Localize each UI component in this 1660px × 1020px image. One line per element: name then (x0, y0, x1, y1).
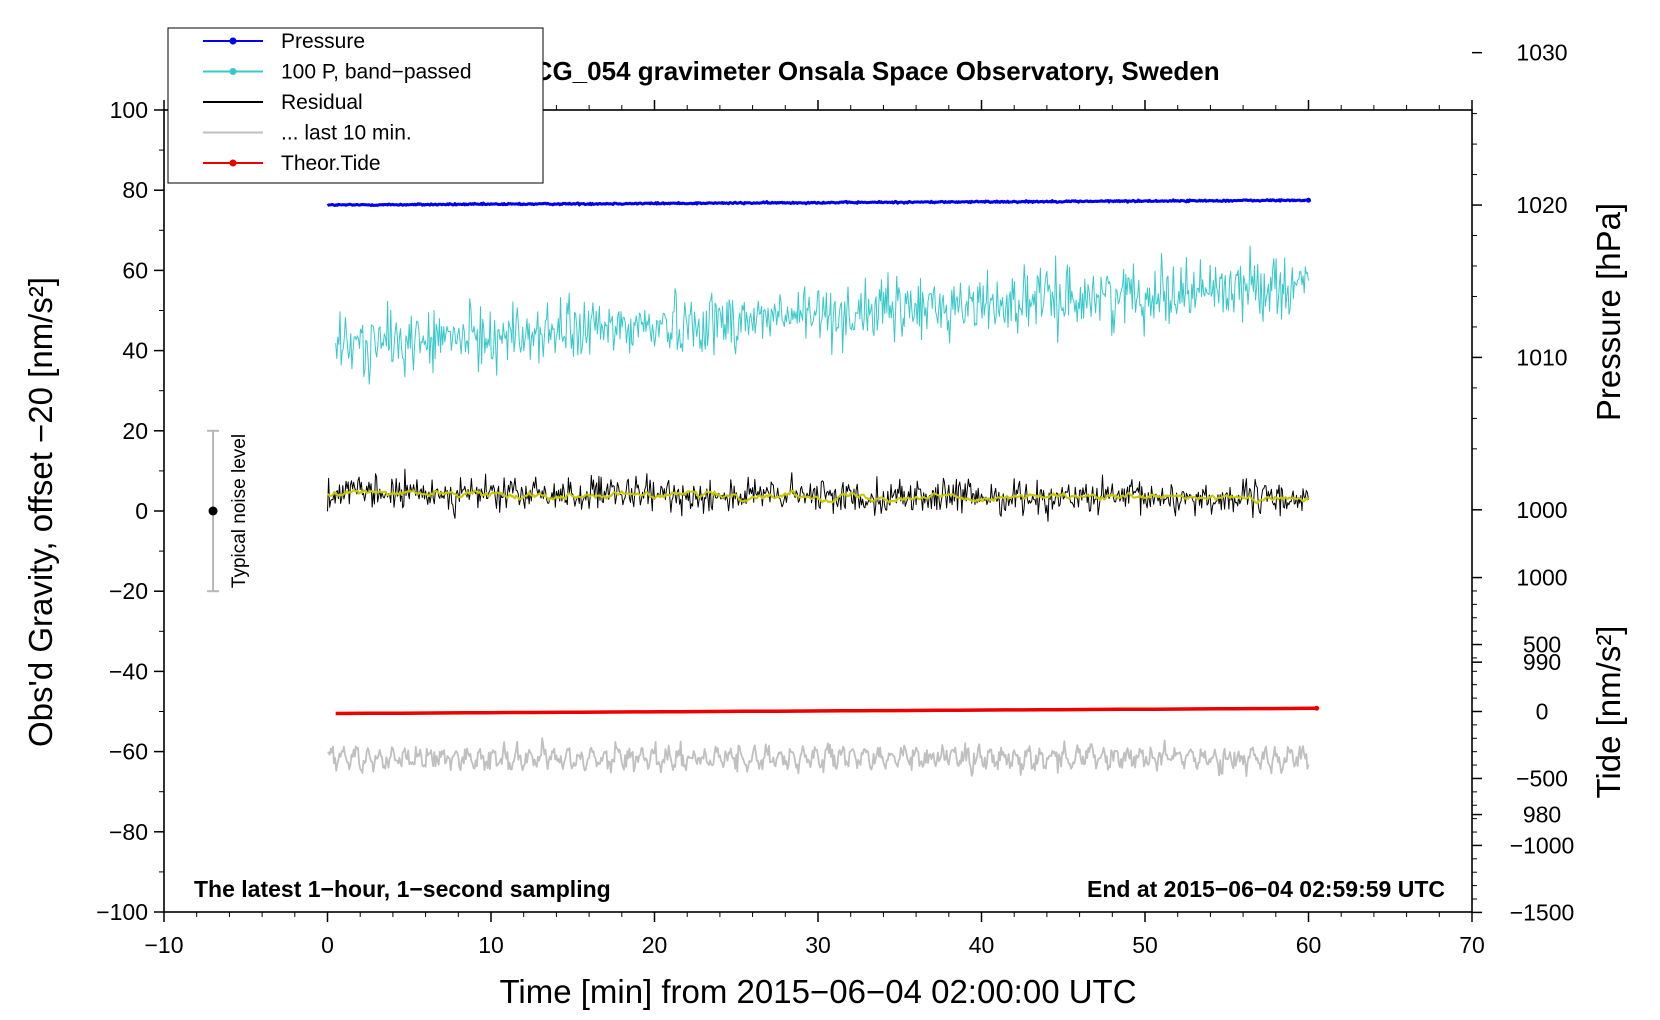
pressure-tick-label: 980 (1523, 802, 1561, 828)
legend-label: Theor.Tide (281, 152, 381, 175)
annotation-left: The latest 1−hour, 1−second sampling (194, 876, 611, 902)
tide-tick-label: −500 (1516, 765, 1568, 791)
x-tick-label: 30 (805, 932, 831, 958)
x-tick-label: 70 (1459, 932, 1485, 958)
x-tick-label: 0 (321, 932, 334, 958)
x-tick-label: −10 (144, 932, 183, 958)
series-end-marker-pressure (1306, 197, 1311, 203)
y-tick-label: −100 (96, 899, 148, 925)
y-tick-label: −80 (109, 819, 148, 845)
legend-label: Residual (281, 91, 363, 114)
y-tick-label: −60 (109, 739, 148, 765)
series-line-pressure (326, 198, 1310, 207)
y-tick-label: 40 (122, 338, 148, 364)
series-line-residual-smoothed (327, 488, 1310, 505)
chart-title: SCG_054 gravimeter Onsala Space Observat… (516, 56, 1219, 86)
x-tick-label: 60 (1296, 932, 1322, 958)
y-axis-label-pressure: Pressure [hPa] (1590, 203, 1627, 421)
tide-tick-label: 500 (1523, 632, 1561, 658)
legend-label: 100 P, band−passed (281, 61, 472, 84)
x-tick-label: 50 (1132, 932, 1158, 958)
legend-swatch-marker (229, 159, 237, 167)
series-line-last-10-min (327, 737, 1310, 777)
x-axis-label: Time [min] from 2015−06−04 02:00:00 UTC (499, 973, 1136, 1010)
tide-tick-label: −1500 (1510, 899, 1575, 925)
series-layer (326, 197, 1320, 777)
pressure-tick-label: 1020 (1516, 192, 1567, 218)
y-tick-label: 60 (122, 257, 148, 283)
y-tick-label: 20 (122, 418, 148, 444)
pressure-tick-label: 1030 (1516, 40, 1567, 66)
noise-bar-label: Typical noise level (229, 434, 250, 588)
legend-label: Pressure (281, 30, 365, 53)
pressure-tick-label: 1010 (1516, 344, 1567, 370)
y-tick-label: 0 (135, 498, 148, 524)
legend-swatch-marker (229, 68, 237, 75)
noise-bar-center-dot (208, 506, 218, 516)
tide-tick-label: 1000 (1516, 565, 1567, 591)
y-tick-label: −40 (109, 658, 148, 684)
y-tick-label: 80 (122, 177, 148, 203)
y-tick-label: 100 (110, 97, 148, 123)
pressure-tick-label: 990 (1523, 649, 1561, 675)
series-line-residual (327, 468, 1309, 522)
series-end-marker-theor-tide (1314, 705, 1320, 711)
y-axis-label-tide: Tide [nm/s²] (1590, 626, 1627, 799)
legend-swatch-marker (229, 37, 237, 45)
x-tick-label: 20 (642, 932, 668, 958)
tide-tick-label: −1000 (1510, 832, 1575, 858)
y-tick-label: −20 (109, 578, 148, 604)
legend-label: ... last 10 min. (281, 122, 412, 145)
series-line-theor-tide (335, 706, 1317, 716)
noise-level-bar: Typical noise level (207, 429, 250, 593)
pressure-tick-label: 1000 (1516, 497, 1567, 523)
legend-box (167, 27, 544, 184)
axis-layer: −10 0 10 20 30 40 50 60 70100806040200−20−40−60−… (96, 40, 1574, 958)
legend: Pressure 100 P, band−passed Residual ... la… (167, 27, 544, 184)
series-line-100-p-band-passed (335, 245, 1309, 385)
x-tick-label: 40 (969, 932, 995, 958)
annotation-right: End at 2015−06−04 02:59:59 UTC (1087, 876, 1445, 902)
x-tick-label: 10 (478, 932, 504, 958)
tide-tick-label: 0 (1536, 699, 1549, 725)
y-axis-label-left: Obs'd Gravity, offset −20 [nm/s²] (22, 277, 59, 747)
